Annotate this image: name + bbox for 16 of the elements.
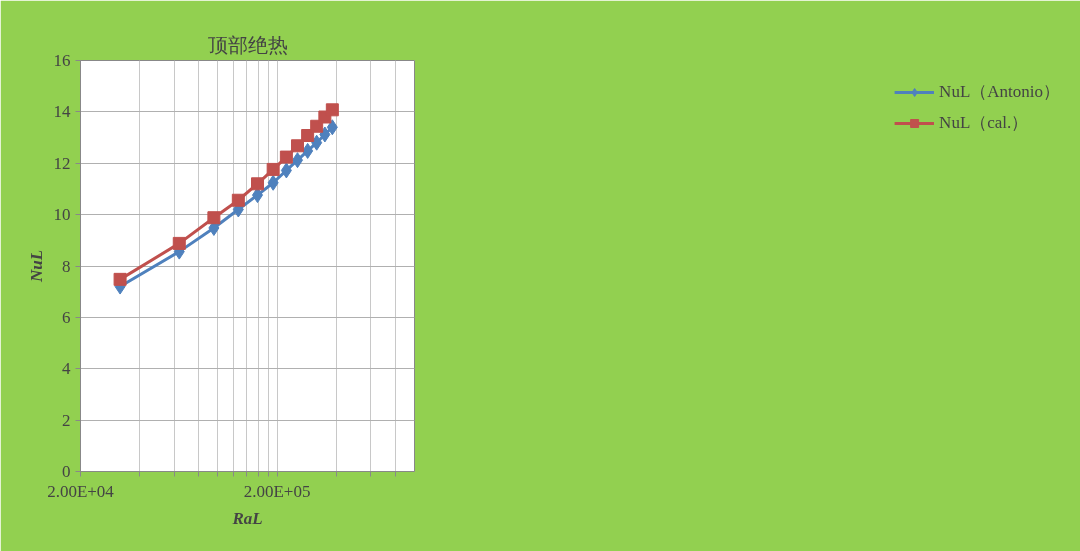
y-tick-label: 16 <box>53 51 71 70</box>
y-tick-label: 8 <box>62 256 71 276</box>
y-tick-label: 2 <box>62 410 71 430</box>
x-axis-title: RaL <box>231 508 263 528</box>
y-axis-title: NuL <box>26 249 46 284</box>
y-tick-label: 10 <box>53 205 71 225</box>
y-tick-label: 0 <box>62 462 71 481</box>
y-tick-label: 12 <box>53 153 71 173</box>
x-tick-label: 2.00E+04 <box>47 481 115 501</box>
legend-label: NuL（Antonio） <box>939 81 1060 103</box>
y-tick-label: 6 <box>62 307 71 327</box>
y-tick-label: 14 <box>53 102 71 122</box>
x-tick-label: 2.00E+05 <box>243 481 311 501</box>
y-tick-label: 4 <box>62 359 71 379</box>
chart-title: 顶部绝热 <box>207 33 288 56</box>
legend-label: NuL（cal.） <box>939 112 1029 134</box>
